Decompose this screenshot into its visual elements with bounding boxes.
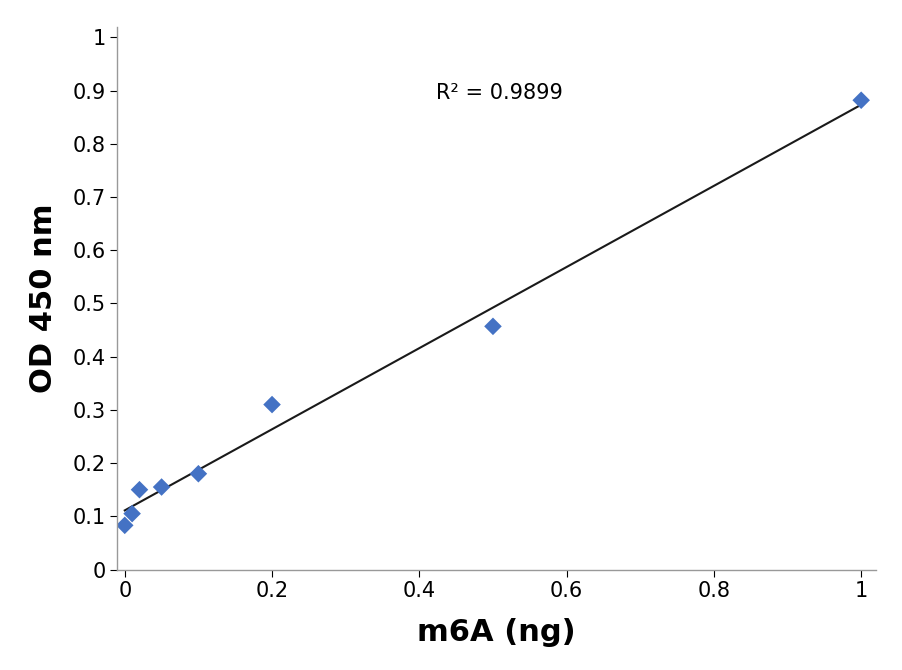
X-axis label: m6A (ng): m6A (ng) — [417, 618, 575, 647]
Point — [154, 482, 169, 492]
Text: R² = 0.9899: R² = 0.9899 — [436, 83, 562, 103]
Point — [191, 468, 206, 479]
Point — [853, 95, 868, 106]
Point — [117, 520, 132, 531]
Point — [132, 484, 146, 495]
Point — [124, 509, 139, 519]
Y-axis label: OD 450 nm: OD 450 nm — [30, 204, 59, 393]
Point — [264, 399, 279, 410]
Point — [485, 321, 500, 332]
